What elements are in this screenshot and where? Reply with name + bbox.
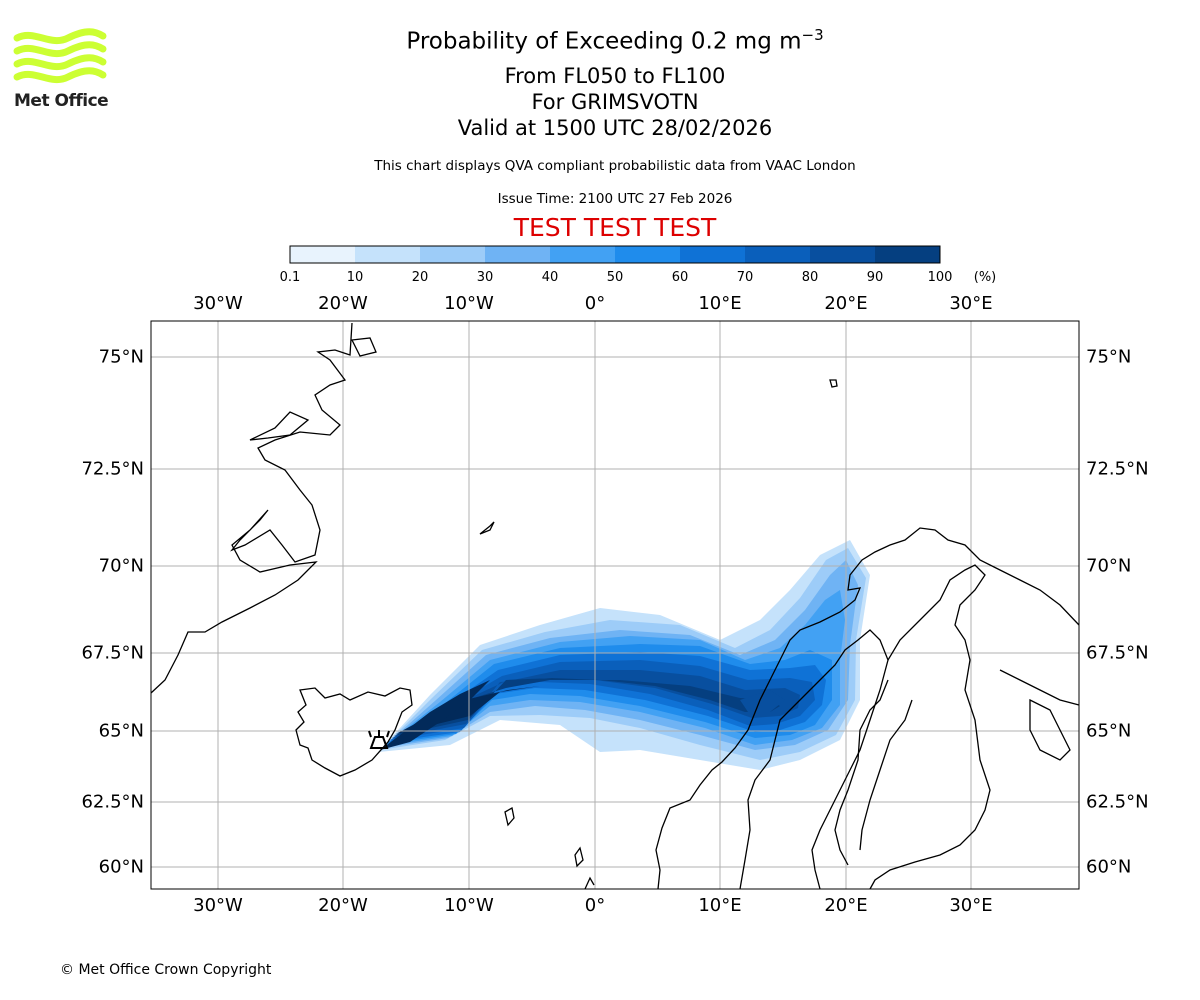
latitude-label-right: 67.5°N bbox=[1086, 642, 1149, 664]
latitude-label-left: 72.5°N bbox=[81, 458, 144, 480]
colorbar-tick-label: 100 bbox=[927, 270, 953, 285]
title-superscript: −3 bbox=[801, 26, 824, 44]
longitude-label-bottom: 20°W bbox=[318, 895, 368, 916]
longitude-label-top: 0° bbox=[584, 293, 606, 314]
copyright: © Met Office Crown Copyright bbox=[60, 962, 272, 978]
coastline bbox=[834, 679, 889, 866]
colorbar-tick-label: 60 bbox=[671, 270, 689, 285]
coastlines bbox=[150, 322, 1080, 890]
colorbar-tick-label: 80 bbox=[801, 270, 819, 285]
longitude-label-bottom: 30°E bbox=[949, 895, 993, 916]
latitude-label-right: 60°N bbox=[1086, 856, 1132, 878]
colorbar-tick-label: 30 bbox=[476, 270, 494, 285]
longitude-label-bottom: 0° bbox=[584, 895, 606, 916]
latitude-label-left: 65°N bbox=[98, 720, 144, 742]
probability-core bbox=[380, 680, 490, 750]
test-banner: TEST TEST TEST bbox=[513, 213, 717, 242]
longitude-label-bottom: 10°W bbox=[444, 895, 494, 916]
coastline bbox=[351, 337, 377, 357]
colorbar-tick-label: 90 bbox=[866, 270, 884, 285]
valid-time: Valid at 1500 UTC 28/02/2026 bbox=[457, 116, 773, 140]
flight-level-range: From FL050 to FL100 bbox=[504, 64, 726, 88]
longitude-label-bottom: 20°E bbox=[824, 895, 868, 916]
volcano-marker-icon bbox=[368, 730, 390, 749]
longitude-label-top: 30°W bbox=[193, 293, 243, 314]
latitude-label-right: 72.5°N bbox=[1086, 458, 1149, 480]
ash-probability-field bbox=[378, 540, 870, 770]
probability-core bbox=[740, 690, 785, 712]
issue-time: Issue Time: 2100 UTC 27 Feb 2026 bbox=[497, 191, 733, 207]
coastline bbox=[504, 806, 515, 827]
latitude-label-left: 62.5°N bbox=[81, 791, 144, 813]
latitude-label-right: 70°N bbox=[1086, 555, 1132, 577]
latitude-label-left: 75°N bbox=[98, 346, 144, 368]
chart-title: Probability of Exceeding 0.2 mg m−3 bbox=[0, 26, 1200, 55]
colorbar-tick-label: 70 bbox=[736, 270, 754, 285]
coastline bbox=[479, 521, 495, 535]
coastline bbox=[1029, 698, 1071, 761]
longitude-label-top: 20°E bbox=[824, 293, 868, 314]
graticule bbox=[151, 321, 1079, 889]
longitude-label-top: 10°E bbox=[698, 293, 742, 314]
coastline bbox=[739, 629, 889, 890]
coastline bbox=[150, 322, 353, 694]
latitude-label-right: 75°N bbox=[1086, 346, 1132, 368]
coastline bbox=[859, 699, 913, 851]
colorbar-tick-label: 50 bbox=[606, 270, 624, 285]
coastline bbox=[655, 527, 1080, 890]
probability-band bbox=[392, 670, 800, 738]
title-main: Probability of Exceeding 0.2 mg m bbox=[406, 28, 802, 55]
latitude-label-right: 62.5°N bbox=[1086, 791, 1149, 813]
colorbar-unit: (%) bbox=[973, 270, 997, 285]
longitude-label-top: 30°E bbox=[949, 293, 993, 314]
coastline bbox=[574, 846, 584, 868]
coastline bbox=[584, 876, 595, 890]
coastline bbox=[999, 669, 1080, 706]
latitude-label-left: 60°N bbox=[98, 856, 144, 878]
latitude-label-left: 67.5°N bbox=[81, 642, 144, 664]
longitude-label-bottom: 10°E bbox=[698, 895, 742, 916]
colorbar-tick-label: 0.1 bbox=[279, 270, 301, 285]
latitude-label-right: 65°N bbox=[1086, 720, 1132, 742]
coastline bbox=[295, 687, 413, 777]
coastline bbox=[249, 411, 310, 441]
map-frame bbox=[150, 320, 1080, 890]
coastline bbox=[869, 564, 991, 890]
logo-text: Met Office bbox=[14, 91, 109, 111]
longitude-label-top: 10°W bbox=[444, 293, 494, 314]
longitude-label-top: 20°W bbox=[318, 293, 368, 314]
colorbar-tick-label: 40 bbox=[541, 270, 559, 285]
coastline bbox=[829, 379, 838, 388]
chart-description: This chart displays QVA compliant probab… bbox=[374, 158, 856, 174]
colorbar-tick-label: 20 bbox=[411, 270, 429, 285]
longitude-label-bottom: 30°W bbox=[193, 895, 243, 916]
colorbar-tick-label: 10 bbox=[346, 270, 364, 285]
probability-band bbox=[394, 678, 780, 736]
volcano-name: For GRIMSVOTN bbox=[531, 90, 699, 114]
latitude-label-left: 70°N bbox=[98, 555, 144, 577]
